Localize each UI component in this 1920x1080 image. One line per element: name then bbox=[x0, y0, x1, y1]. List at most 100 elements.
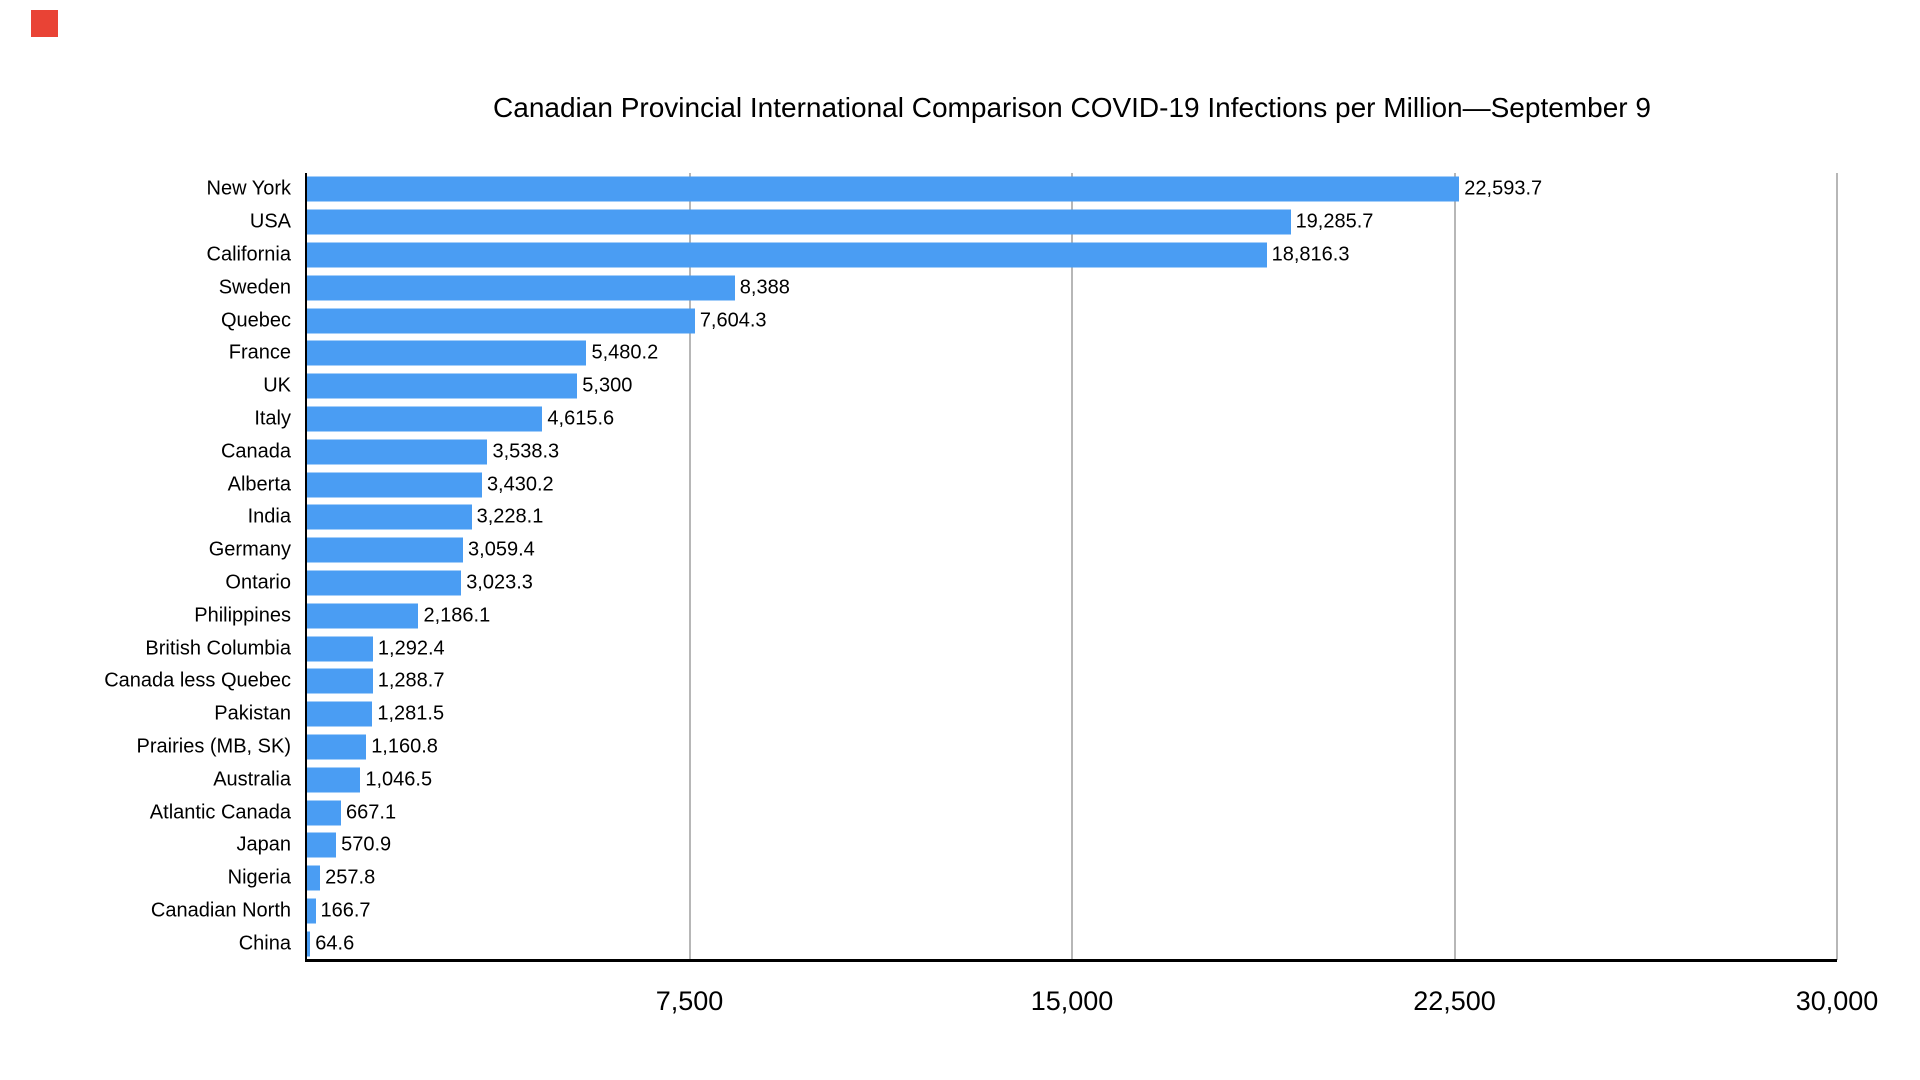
category-label: Pakistan bbox=[214, 702, 291, 725]
bar-chart: New York 22,593.7 USA 19,285.7 California 18,… bbox=[104, 173, 1878, 1016]
chart-row: Quebec 7,604.3 bbox=[221, 304, 1837, 337]
bar[interactable] bbox=[307, 537, 464, 563]
bar[interactable] bbox=[307, 603, 419, 629]
category-label: France bbox=[228, 341, 291, 364]
category-label: Canada less Quebec bbox=[104, 669, 291, 692]
value-label: 257.8 bbox=[325, 866, 376, 889]
bar[interactable] bbox=[307, 832, 337, 858]
chart-row: Canada 3,538.3 bbox=[221, 435, 1837, 468]
value-label: 5,300 bbox=[582, 374, 633, 397]
bar[interactable] bbox=[307, 209, 1291, 235]
bar[interactable] bbox=[307, 668, 373, 694]
value-label: 1,281.5 bbox=[377, 702, 445, 725]
value-label: 570.9 bbox=[341, 833, 392, 856]
value-label: 1,160.8 bbox=[371, 735, 438, 758]
x-tick-label: 7,500 bbox=[655, 986, 724, 1016]
chart-row: Canada less Quebec 1,288.7 bbox=[104, 665, 1837, 698]
chart-row: Atlantic Canada 667.1 bbox=[150, 796, 1837, 829]
value-label: 166.7 bbox=[320, 899, 371, 922]
chart-row: Ontario 3,023.3 bbox=[225, 567, 1837, 600]
category-label: Sweden bbox=[218, 276, 291, 299]
value-label: 1,292.4 bbox=[377, 637, 445, 660]
bar[interactable] bbox=[307, 472, 482, 498]
category-label: Philippines bbox=[194, 604, 291, 627]
bar[interactable] bbox=[307, 275, 735, 301]
category-label: Canadian North bbox=[150, 899, 291, 922]
bar[interactable] bbox=[307, 701, 373, 727]
chart-row: California 18,816.3 bbox=[207, 239, 1837, 272]
gridline bbox=[1453, 173, 1456, 960]
category-label: Germany bbox=[208, 538, 291, 561]
value-label: 18,816.3 bbox=[1271, 243, 1350, 266]
bar[interactable] bbox=[307, 734, 367, 760]
chart-row: Alberta 3,430.2 bbox=[228, 468, 1837, 501]
chart-row: Prairies (MB, SK) 1,160.8 bbox=[137, 731, 1837, 764]
value-label: 3,023.3 bbox=[466, 571, 533, 594]
category-label: UK bbox=[263, 374, 291, 397]
chart-row: France 5,480.2 bbox=[229, 337, 1837, 370]
value-label: 3,430.2 bbox=[486, 473, 554, 496]
chart-row: Pakistan 1,281.5 bbox=[214, 698, 1837, 731]
value-label: 22,593.7 bbox=[1464, 177, 1543, 200]
category-label: China bbox=[238, 932, 291, 955]
bar[interactable] bbox=[307, 340, 587, 366]
bar[interactable] bbox=[307, 898, 316, 924]
bar[interactable] bbox=[307, 439, 488, 465]
chart-row: Sweden 8,388 bbox=[219, 271, 1837, 304]
value-label: 1,288.7 bbox=[377, 669, 445, 692]
value-label: 667.1 bbox=[346, 801, 397, 824]
category-label: Quebec bbox=[220, 309, 291, 332]
category-label: Alberta bbox=[227, 473, 291, 496]
chart-row: Nigeria 257.8 bbox=[228, 862, 1837, 895]
bar[interactable] bbox=[307, 931, 311, 957]
x-axis-line bbox=[305, 959, 1837, 962]
value-label: 7,604.3 bbox=[699, 309, 767, 332]
value-label: 2,186.1 bbox=[423, 604, 491, 627]
value-label: 3,059.4 bbox=[468, 538, 535, 561]
x-tick-label: 30,000 bbox=[1795, 986, 1879, 1016]
chart-rows: New York 22,593.7 USA 19,285.7 California 18,… bbox=[104, 173, 1837, 960]
chart-row: Japan 570.9 bbox=[237, 829, 1837, 862]
category-label: Prairies (MB, SK) bbox=[136, 735, 291, 758]
red-square-marker bbox=[31, 10, 58, 37]
chart-row: China 64.6 bbox=[239, 927, 1837, 960]
gridline bbox=[688, 173, 691, 960]
category-label: Italy bbox=[254, 407, 291, 430]
chart-title: Canadian Provincial International Compar… bbox=[493, 92, 1651, 123]
bar[interactable] bbox=[307, 373, 578, 399]
bar[interactable] bbox=[307, 767, 361, 793]
category-label: California bbox=[206, 243, 291, 266]
category-label: India bbox=[247, 505, 291, 528]
chart-row: India 3,228.1 bbox=[248, 501, 1837, 534]
value-label: 3,538.3 bbox=[492, 440, 560, 463]
bar[interactable] bbox=[307, 800, 342, 826]
category-label: Ontario bbox=[225, 571, 291, 594]
chart-row: Germany 3,059.4 bbox=[209, 534, 1837, 567]
category-label: Canada bbox=[220, 440, 291, 463]
bar[interactable] bbox=[307, 406, 543, 432]
value-label: 19,285.7 bbox=[1295, 210, 1374, 233]
category-label: British Columbia bbox=[145, 637, 291, 660]
gridline bbox=[1071, 173, 1073, 960]
bar[interactable] bbox=[307, 504, 472, 530]
value-label: 8,388 bbox=[739, 276, 790, 299]
gridline bbox=[1836, 173, 1838, 960]
value-label: 64.6 bbox=[315, 932, 355, 955]
category-label: Nigeria bbox=[227, 866, 291, 889]
category-label: Japan bbox=[236, 833, 292, 856]
x-tick-label: 15,000 bbox=[1030, 986, 1114, 1016]
value-label: 3,228.1 bbox=[476, 505, 544, 528]
chart-row: New York 22,593.7 bbox=[207, 173, 1837, 206]
chart-row: USA 19,285.7 bbox=[250, 206, 1837, 239]
chart-row: Australia 1,046.5 bbox=[213, 763, 1837, 796]
bar[interactable] bbox=[307, 308, 695, 334]
bar[interactable] bbox=[307, 865, 321, 891]
chart-row: Canadian North 166.7 bbox=[151, 895, 1837, 928]
bar[interactable] bbox=[307, 570, 462, 596]
x-tick-label: 22,500 bbox=[1413, 986, 1496, 1016]
bar[interactable] bbox=[307, 242, 1267, 268]
chart-row: UK 5,300 bbox=[263, 370, 1837, 403]
category-label: Australia bbox=[213, 768, 291, 791]
bar[interactable] bbox=[307, 176, 1460, 202]
bar[interactable] bbox=[307, 636, 373, 662]
